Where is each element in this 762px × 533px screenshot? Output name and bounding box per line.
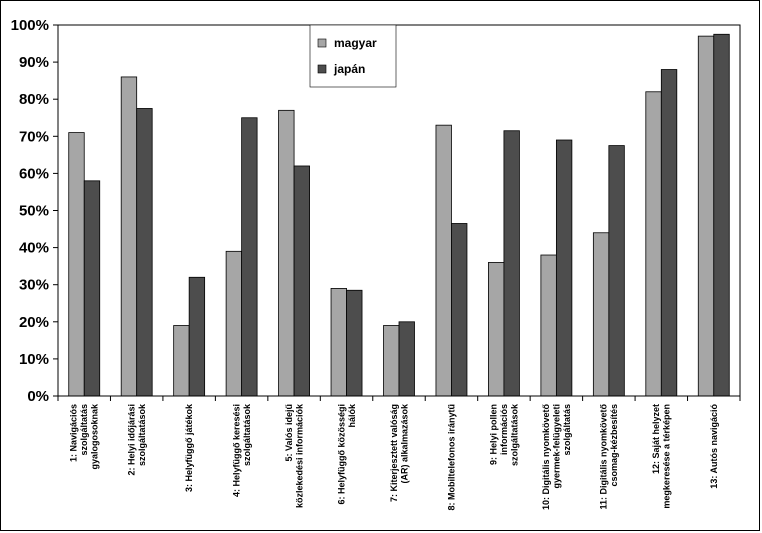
x-category-label-line: 2: Helyi időjárási bbox=[126, 404, 136, 476]
x-category-label-line: szolgáltatások bbox=[137, 403, 147, 466]
bar-japán-4 bbox=[241, 117, 258, 397]
bar-japán-3 bbox=[188, 276, 206, 397]
bar-japán-12 bbox=[660, 69, 678, 397]
x-category-label: 10: Digitális nyomkövetőgyermek-felügyel… bbox=[541, 404, 572, 511]
x-category-label-line: 11: Digitális nyomkövető bbox=[599, 403, 609, 509]
bar-japán-13 bbox=[713, 33, 730, 397]
bar-magyar-8 bbox=[435, 124, 452, 397]
x-category-label: 13: Autós navigáció bbox=[709, 403, 719, 488]
bar-magyar-4 bbox=[225, 250, 243, 397]
x-category-label: 8: Mobiltelefonos iránytű bbox=[446, 404, 456, 511]
x-category-label-line: szolgáltatások bbox=[242, 403, 252, 466]
x-category-label-line: gyalogosoknak bbox=[90, 403, 100, 470]
x-category-label-line: 13: Autós navigáció bbox=[709, 403, 719, 488]
x-category-label-line: szolgáltatás bbox=[562, 404, 572, 456]
x-category-label-line: megkeresése a térképen bbox=[662, 404, 672, 509]
y-tick-label: 80% bbox=[19, 91, 49, 108]
legend-label-magyar: magyar bbox=[334, 36, 377, 50]
x-category-label-line: gyermek-felügyeleti bbox=[551, 404, 561, 489]
x-category-label: 4: Helyfüggő keresésiszolgáltatások bbox=[231, 403, 252, 497]
y-tick-label: 60% bbox=[19, 165, 49, 182]
legend-box bbox=[309, 24, 397, 88]
x-category-label-line: 5: Valós idejű bbox=[284, 404, 294, 462]
x-category-label-line: 10: Digitális nyomkövető bbox=[541, 404, 551, 511]
x-category-label-line: információs bbox=[499, 404, 509, 455]
bar-magyar-6 bbox=[330, 288, 347, 397]
bar-japán-6 bbox=[346, 289, 363, 397]
bar-japán-8 bbox=[451, 223, 468, 397]
x-category-label-line: 3: Helyfüggő játékok bbox=[184, 403, 194, 492]
y-tick-label: 90% bbox=[19, 54, 49, 71]
y-tick-label: 20% bbox=[19, 314, 49, 331]
bar-magyar-7 bbox=[383, 325, 400, 397]
x-category-label-line: 7: Kiterjesztett valóság bbox=[389, 404, 399, 502]
bar-japán-7 bbox=[398, 321, 415, 397]
y-tick-label: 0% bbox=[27, 388, 49, 405]
bar-magyar-3 bbox=[173, 325, 190, 397]
x-category-label-line: 4: Helyfüggő keresési bbox=[231, 404, 241, 497]
y-tick-label: 40% bbox=[19, 240, 49, 257]
x-category-label: 6: Helyfüggő közösségihálók bbox=[336, 403, 357, 505]
x-category-label: 7: Kiterjesztett valóság(AR) alkalmazáso… bbox=[389, 403, 410, 502]
y-tick-label: 50% bbox=[19, 203, 49, 220]
bar-japán-11 bbox=[608, 145, 625, 397]
x-category-label-line: szolgáltatások bbox=[509, 403, 519, 466]
bar-magyar-1 bbox=[68, 132, 85, 397]
x-category-label-line: (AR) alkalmazások bbox=[399, 403, 409, 484]
bar-japán-2 bbox=[136, 108, 153, 397]
bar-magyar-10 bbox=[540, 254, 557, 397]
bar-japán-5 bbox=[293, 165, 310, 397]
bar-magyar-2 bbox=[120, 76, 138, 397]
x-category-label-line: 6: Helyfüggő közösségi bbox=[336, 404, 346, 505]
x-category-label-line: 1: Navigációs bbox=[69, 404, 79, 462]
x-category-label: 3: Helyfüggő játékok bbox=[184, 403, 194, 492]
y-tick-label: 10% bbox=[19, 351, 49, 368]
legend-swatch-magyar bbox=[317, 38, 327, 48]
x-category-label: 2: Helyi időjárásiszolgáltatások bbox=[126, 403, 147, 476]
y-tick-label: 30% bbox=[19, 277, 49, 294]
y-tick-label: 70% bbox=[19, 128, 49, 145]
x-category-label-line: szolgáltatás bbox=[79, 404, 89, 456]
bar-japán-9 bbox=[503, 130, 520, 397]
bar-japán-1 bbox=[83, 180, 101, 397]
x-category-label: 1: Navigációsszolgáltatásgyalogosoknak bbox=[69, 403, 100, 470]
x-category-label-line: 8: Mobiltelefonos iránytű bbox=[446, 404, 456, 511]
x-category-label: 9: Helyi polleninformációsszolgáltatások bbox=[488, 403, 519, 466]
x-category-label-line: 12: Saját helyzet bbox=[651, 404, 661, 474]
legend-swatch-japán bbox=[317, 64, 327, 74]
legend-label-japán: japán bbox=[333, 62, 365, 76]
x-category-label-line: csomag-kézbesítés bbox=[609, 404, 619, 487]
bar-magyar-11 bbox=[592, 232, 610, 397]
x-category-label-line: közlekedési információk bbox=[294, 403, 304, 508]
x-category-label-line: 9: Helyi pollen bbox=[488, 404, 498, 465]
bar-magyar-5 bbox=[278, 109, 295, 397]
bar-magyar-13 bbox=[697, 35, 715, 397]
bar-japán-10 bbox=[555, 139, 573, 397]
x-category-label: 5: Valós idejűközlekedési információk bbox=[284, 403, 305, 508]
x-category-label: 12: Saját helyzetmegkeresése a térképen bbox=[651, 404, 672, 509]
y-tick-label: 100% bbox=[11, 17, 49, 34]
x-category-label: 11: Digitális nyomkövetőcsomag-kézbesíté… bbox=[599, 403, 620, 509]
bar-magyar-9 bbox=[488, 262, 505, 397]
bar-magyar-12 bbox=[645, 91, 662, 397]
x-category-label-line: hálók bbox=[347, 403, 357, 428]
